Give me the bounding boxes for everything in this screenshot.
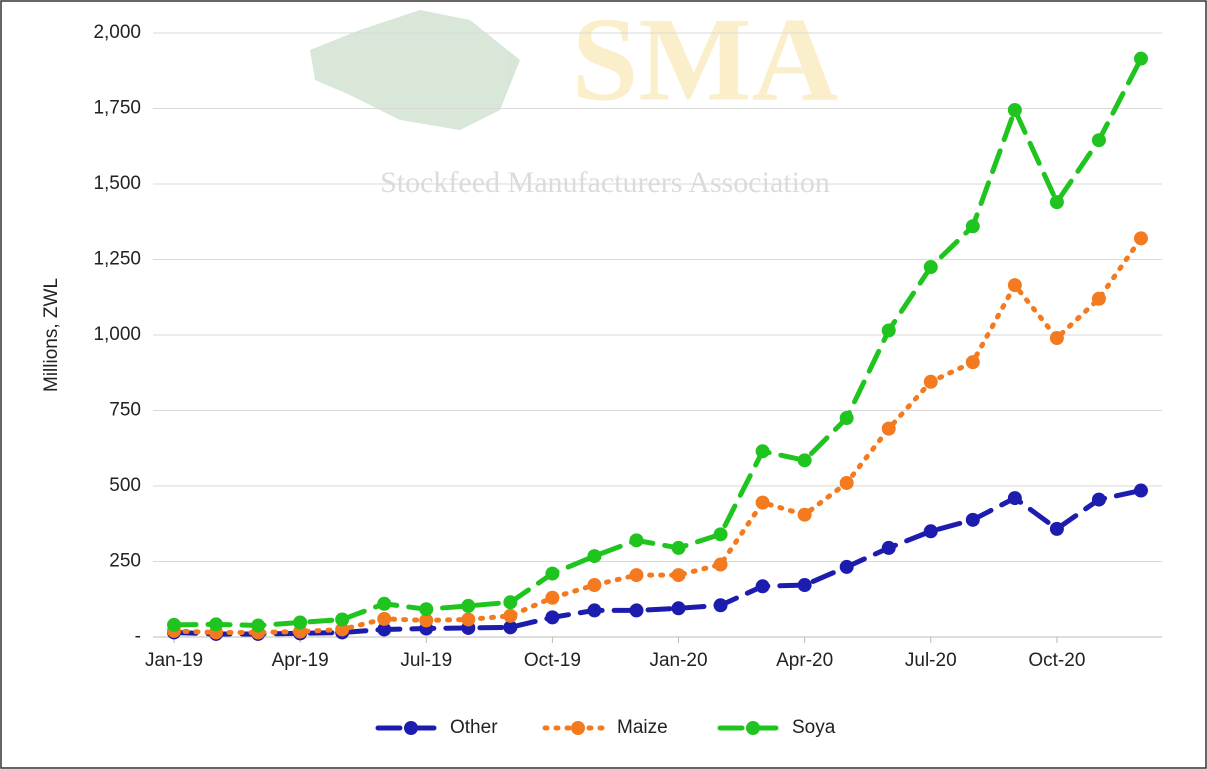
legend-label: Other: [450, 717, 498, 738]
data-point: [797, 507, 812, 522]
series-line: [171, 488, 1144, 637]
y-tick-label: 500: [109, 475, 141, 496]
data-point: [1133, 231, 1148, 246]
data-point: [461, 598, 476, 613]
data-point: [1049, 521, 1064, 536]
y-tick-label: -: [135, 626, 141, 647]
data-point: [713, 527, 728, 542]
y-tick-label: 1,500: [93, 173, 141, 194]
data-point: [461, 612, 476, 627]
data-point: [1133, 51, 1148, 66]
data-point: [1007, 491, 1022, 506]
data-point: [881, 421, 896, 436]
data-point: [965, 512, 980, 527]
data-point: [923, 260, 938, 275]
data-point: [629, 603, 644, 618]
data-point: [797, 578, 812, 593]
data-point: [377, 611, 392, 626]
data-point: [713, 557, 728, 572]
data-point: [545, 590, 560, 605]
data-point: [965, 355, 980, 370]
data-point: [1133, 483, 1148, 498]
data-point: [1007, 103, 1022, 118]
y-tick-label: 1,000: [93, 324, 141, 345]
legend-label: Maize: [617, 717, 668, 738]
watermark-subtitle: Stockfeed Manufacturers Association: [380, 166, 830, 199]
data-point: [629, 533, 644, 548]
data-point: [839, 475, 854, 490]
data-point: [251, 618, 266, 633]
watermark-map: [310, 10, 520, 130]
data-point: [1007, 278, 1022, 293]
data-point: [335, 622, 350, 637]
data-point: [923, 374, 938, 389]
data-point: [965, 219, 980, 234]
watermark: SMA Stockfeed Manufacturers Association: [310, 0, 838, 199]
legend-marker: [746, 721, 760, 735]
x-tick-label: Jan-19: [145, 650, 203, 671]
data-point: [293, 615, 308, 630]
data-point: [671, 601, 686, 616]
data-point: [1049, 195, 1064, 210]
data-point: [755, 579, 770, 594]
data-point: [923, 524, 938, 539]
data-point: [419, 602, 434, 617]
y-tick-label: 1,750: [93, 98, 141, 119]
data-point: [587, 549, 602, 564]
legend-label: Soya: [792, 717, 836, 738]
y-tick-label: 250: [109, 551, 141, 572]
data-point: [503, 595, 518, 610]
x-tick-label: Apr-19: [272, 650, 329, 671]
x-tick-label: Jul-20: [905, 650, 957, 671]
data-point: [167, 617, 182, 632]
x-tick-label: Oct-20: [1028, 650, 1085, 671]
x-tick-label: Apr-20: [776, 650, 833, 671]
data-point: [503, 608, 518, 623]
data-point: [755, 495, 770, 510]
data-point: [1091, 133, 1106, 148]
legend-marker: [571, 721, 585, 735]
data-point: [671, 540, 686, 555]
data-point: [587, 603, 602, 618]
data-point: [1091, 492, 1106, 507]
data-point: [503, 620, 518, 635]
data-point: [671, 568, 686, 583]
data-point: [1091, 291, 1106, 306]
watermark-title: SMA: [572, 0, 839, 126]
data-point: [545, 610, 560, 625]
x-tick-label: Jan-20: [649, 650, 707, 671]
data-point: [545, 566, 560, 581]
data-point: [209, 617, 224, 632]
x-tick-label: Jul-19: [400, 650, 452, 671]
data-point: [797, 453, 812, 468]
data-point: [587, 578, 602, 593]
data-point: [881, 540, 896, 555]
data-point: [1049, 331, 1064, 346]
data-point: [755, 444, 770, 459]
data-point: [377, 596, 392, 611]
y-tick-label: 750: [109, 400, 141, 421]
y-tick-label: 1,250: [93, 249, 141, 270]
data-point: [839, 559, 854, 574]
y-axis-label: Millions, ZWL: [41, 278, 62, 392]
x-tick-label: Oct-19: [524, 650, 581, 671]
data-point: [839, 411, 854, 426]
y-tick-label: 2,000: [93, 22, 141, 43]
data-point: [629, 568, 644, 583]
data-point: [713, 598, 728, 613]
data-point: [881, 323, 896, 338]
data-point: [419, 613, 434, 628]
legend-marker: [404, 721, 418, 735]
data-point: [335, 612, 350, 627]
data-point: [377, 622, 392, 637]
